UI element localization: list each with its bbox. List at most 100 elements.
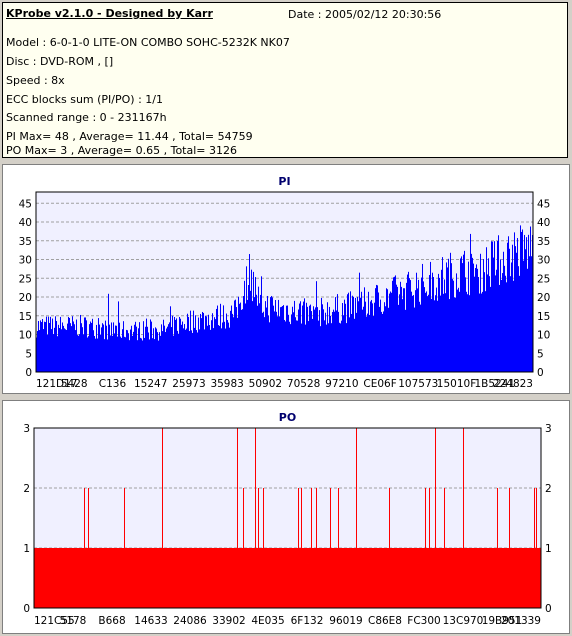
pi-bar	[488, 258, 489, 372]
pi-bar	[69, 317, 70, 372]
pi-bar	[418, 279, 419, 372]
pi-bar	[237, 317, 238, 372]
pi-bar	[485, 291, 486, 372]
pi-summary-line: PI Max= 48 , Average= 11.44 , Total= 547…	[6, 130, 253, 143]
speed-line: Speed : 8x	[6, 74, 65, 87]
pi-bar	[458, 287, 459, 372]
pi-bar	[521, 231, 522, 372]
pi-bar	[420, 304, 421, 372]
app-title: KProbe v2.1.0 - Designed by Karr	[6, 7, 213, 20]
y-tick-label-left: 35	[19, 236, 32, 248]
pi-bar	[393, 277, 394, 372]
pi-bar	[426, 291, 427, 372]
pi-bar	[522, 229, 523, 372]
pi-bar	[306, 302, 307, 372]
pi-bar	[261, 276, 262, 372]
pi-bar	[107, 339, 108, 372]
pi-bar	[516, 252, 517, 372]
plot-frame	[35, 191, 534, 373]
pi-bar	[341, 320, 342, 372]
pi-bar	[460, 258, 461, 372]
pi-bar	[114, 333, 115, 372]
pi-bar	[184, 324, 185, 372]
pi-bar	[270, 297, 271, 372]
range-line: Scanned range : 0 - 231167h	[6, 111, 167, 124]
pi-bar	[189, 331, 190, 372]
x-tick-label: 4E035	[251, 615, 284, 627]
pi-bar	[353, 296, 354, 372]
pi-bar	[376, 284, 377, 372]
pi-bar	[298, 309, 299, 372]
pi-bar	[55, 316, 56, 372]
pi-bar	[495, 275, 496, 372]
pi-bar	[144, 337, 145, 372]
pi-bar	[90, 321, 91, 372]
pi-bar	[269, 322, 270, 372]
pi-bar	[53, 334, 54, 372]
pi-bar	[379, 306, 380, 372]
pi-bar	[528, 234, 529, 372]
pi-bar	[400, 281, 401, 372]
pi-bar	[445, 293, 446, 372]
pi-bar	[47, 334, 48, 372]
pi-bar	[412, 295, 413, 372]
y-tick-label-right: 15	[537, 311, 550, 323]
pi-bar	[228, 322, 229, 372]
pi-bar	[176, 318, 177, 372]
pi-bar	[457, 289, 458, 372]
pi-bar	[464, 250, 465, 372]
x-tick-label: 96019	[329, 615, 362, 627]
pi-bar	[117, 336, 118, 372]
pi-bar	[302, 305, 303, 372]
pi-bar	[344, 299, 345, 372]
pi-bar	[322, 304, 323, 372]
pi-bar	[284, 319, 285, 372]
x-tick-label: 201339	[501, 615, 541, 627]
y-tick-label-left: 20	[19, 292, 32, 304]
pi-bar	[229, 327, 230, 372]
pi-bar	[205, 315, 206, 372]
pi-bar	[345, 303, 346, 372]
pi-bar	[113, 322, 114, 372]
pi-bar	[504, 265, 505, 372]
pi-bar	[401, 286, 402, 372]
pi-bar	[226, 313, 227, 372]
pi-bar	[119, 322, 120, 372]
pi-bar	[218, 325, 219, 372]
pi-bar	[187, 313, 188, 372]
pi-bar	[173, 335, 174, 372]
pi-bar	[174, 317, 175, 372]
pi-bar	[238, 296, 239, 372]
pi-bar	[62, 322, 63, 372]
pi-bar	[466, 291, 467, 372]
pi-bar	[268, 315, 269, 372]
pi-bar	[267, 295, 268, 372]
pi-bar	[343, 315, 344, 372]
pi-bar	[68, 316, 69, 372]
y-tick-label-left: 15	[19, 311, 32, 323]
y-tick-label-right: 20	[537, 292, 550, 304]
pi-bar	[303, 301, 304, 372]
pi-bar	[397, 286, 398, 372]
pi-bar	[319, 310, 320, 372]
pi-bar	[129, 340, 130, 372]
pi-bar	[513, 280, 514, 372]
y-tick-label-left: 0	[25, 367, 32, 379]
pi-bar	[285, 321, 286, 372]
pi-bar	[402, 299, 403, 372]
pi-bar	[523, 260, 524, 372]
pi-bar	[429, 275, 430, 372]
pi-bar	[359, 272, 360, 372]
pi-bar	[315, 307, 316, 372]
pi-bar	[432, 272, 433, 372]
pi-bar	[517, 238, 518, 372]
pi-bar	[95, 338, 96, 372]
pi-chart-panel: PI 0 0 5 5 10 10 15 15 20 20 25 25 30 30 35 35 40 40 45 45 12…	[2, 164, 570, 394]
pi-bar	[103, 324, 104, 372]
pi-bar	[86, 320, 87, 372]
pi-bar	[501, 279, 502, 372]
pi-bar	[244, 280, 245, 372]
pi-bar	[46, 316, 47, 372]
pi-bar	[206, 316, 207, 372]
